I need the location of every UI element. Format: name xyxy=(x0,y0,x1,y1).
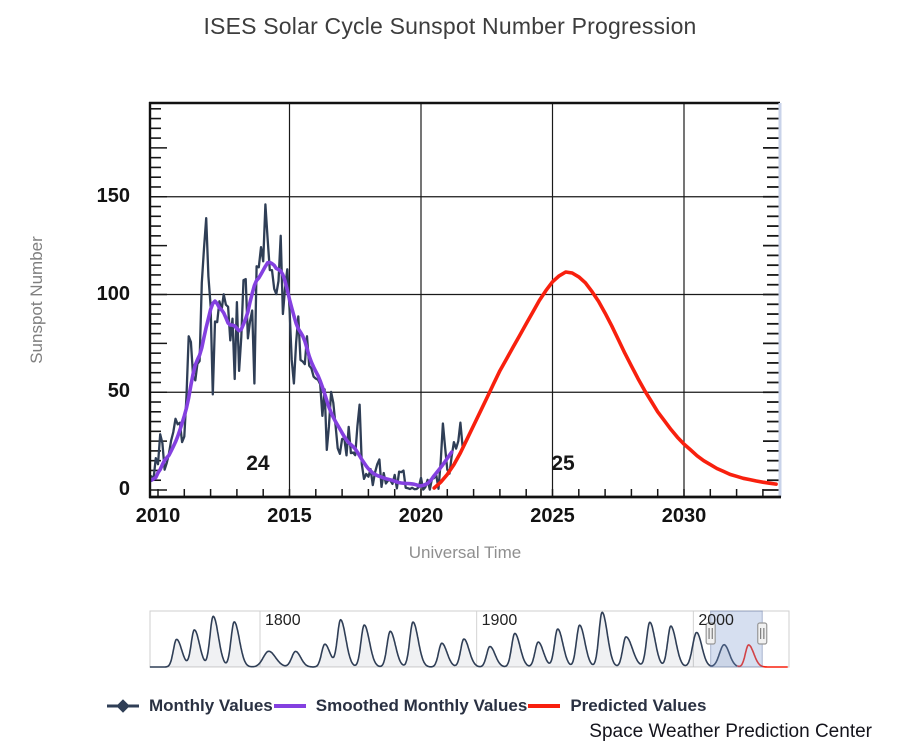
x-tick-label: 2015 xyxy=(267,505,312,527)
legend-label-predicted: Predicted Values xyxy=(570,696,707,715)
predicted-series-line xyxy=(432,270,778,490)
navigator-handle-right[interactable] xyxy=(757,622,768,645)
navigator-decade-label: 2000 xyxy=(698,612,734,629)
cycle-label: 24 xyxy=(246,451,270,475)
navigator-area-fill xyxy=(149,612,738,667)
x-tick-label: 2025 xyxy=(530,505,575,527)
smoothed-line-icon xyxy=(273,699,307,713)
legend: Monthly Values Smoothed Monthly Values P… xyxy=(106,693,706,719)
smoothed-series-line xyxy=(149,260,454,488)
navigator-predicted-curve xyxy=(737,644,789,668)
monthly-series-line xyxy=(150,203,464,491)
y-tick-label: 50 xyxy=(107,380,130,403)
cycle-label: 25 xyxy=(551,451,575,475)
navigator-history-curve xyxy=(149,611,738,668)
x-axis-title: Universal Time xyxy=(408,543,522,562)
legend-item-predicted[interactable]: Predicted Values xyxy=(527,696,706,716)
navigator-track[interactable] xyxy=(149,610,790,668)
x-tick-label: 2030 xyxy=(661,505,707,527)
predicted-line-icon xyxy=(527,699,561,713)
y-axis-title: Sunspot Number xyxy=(27,236,46,364)
y-tick-label: 100 xyxy=(96,282,130,305)
navigator-decade-label: 1900 xyxy=(481,612,518,629)
legend-label-smoothed: Smoothed Monthly Values xyxy=(315,696,528,715)
y-tick-label: 0 xyxy=(118,478,130,500)
x-tick-label: 2020 xyxy=(398,505,444,527)
legend-item-smoothed[interactable]: Smoothed Monthly Values xyxy=(273,696,528,716)
x-tick-label: 2010 xyxy=(135,505,181,527)
legend-item-monthly[interactable]: Monthly Values xyxy=(106,696,273,716)
plot-area[interactable] xyxy=(150,103,780,497)
page-title: ISES Solar Cycle Sunspot Number Progress… xyxy=(203,13,697,39)
y-tick-label: 150 xyxy=(96,184,130,207)
credit-text: Space Weather Prediction Center xyxy=(589,721,872,742)
legend-label-monthly: Monthly Values xyxy=(149,696,273,715)
monthly-line-diamond-icon xyxy=(106,699,140,713)
navigator-handle-left[interactable] xyxy=(705,622,716,645)
navigator-decade-label: 1800 xyxy=(265,612,301,629)
